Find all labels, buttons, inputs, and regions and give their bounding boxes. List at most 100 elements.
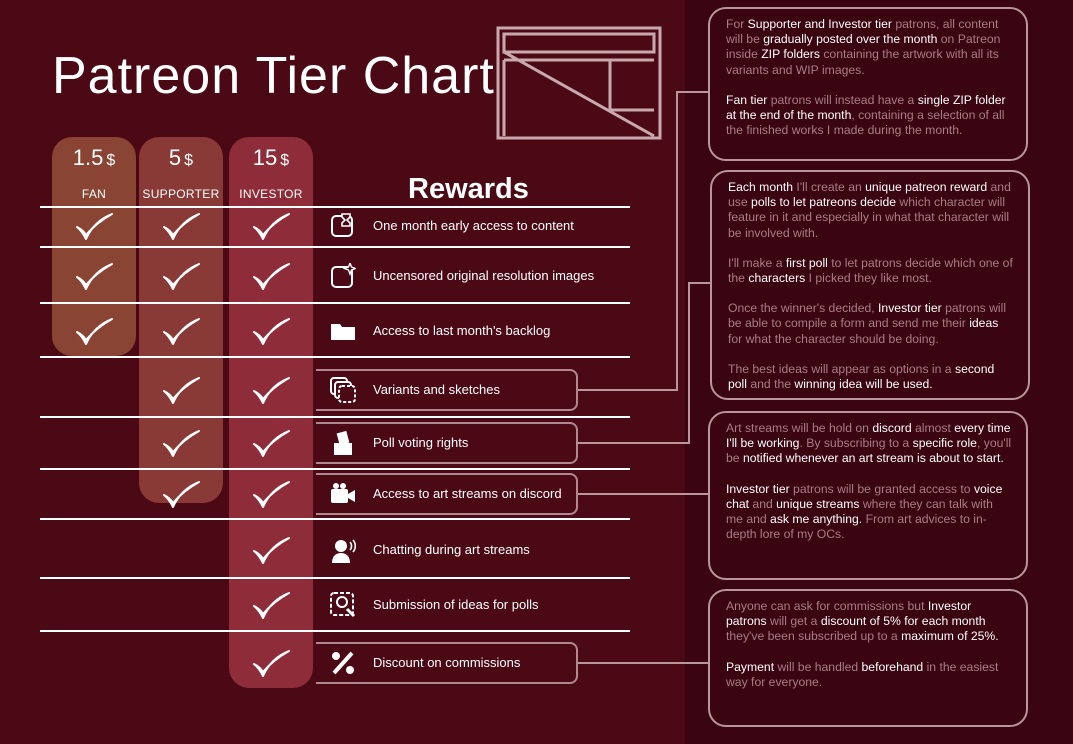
checkmark-icon (253, 318, 290, 345)
note-text: I'll make a (728, 255, 786, 270)
note-text: The best ideas will appear as options in… (728, 361, 955, 376)
highlighted-text: unique streams (776, 496, 860, 511)
note-text: , you'll be (726, 436, 1012, 466)
tier-column-investor: 15 $ INVESTOR (229, 137, 313, 688)
note-paragraph: Once the winner's decided, Investor tier… (728, 301, 1014, 347)
checkmark-icon (163, 430, 200, 457)
connector-line (676, 91, 708, 93)
reward-label: Chatting during art streams (373, 542, 530, 557)
folder-icon (331, 324, 355, 340)
reward-label: Access to art streams on discord (373, 486, 562, 501)
note-text: patrons will instead have a (767, 92, 918, 107)
highlighted-text: unique patreon reward (865, 180, 988, 194)
note-text: they've been subscribed up to a (726, 629, 902, 644)
note-text: on Patreon inside (726, 32, 1001, 62)
note-text: where they can talk with me and (726, 496, 993, 527)
checkmark-icon (163, 377, 200, 404)
highlighted-text: Investor tier (878, 301, 942, 316)
reward-label: One month early access to content (373, 218, 574, 233)
checkmark-icon (253, 430, 290, 457)
tier-price: 5 $ (168, 145, 194, 170)
row-divider (40, 302, 630, 304)
note-paragraph: Each month I'll create an unique patreon… (728, 180, 1014, 241)
page-title: Patreon Tier Chart (52, 47, 495, 105)
note-box: Art streams will be hold on discord almo… (708, 411, 1028, 580)
note-paragraph: The best ideas will appear as options in… (728, 362, 1014, 392)
hourglass-icon (331, 213, 353, 237)
note-text: and (749, 496, 777, 511)
note-text: and the (746, 377, 795, 392)
tier-price: 1.5 $ (72, 145, 116, 170)
ballot-box-icon (334, 430, 352, 455)
highlighted-text: second poll (728, 361, 995, 392)
note-text: Anyone can ask for commissions but (726, 599, 928, 613)
highlighted-text: beforehand (861, 659, 924, 674)
connector-line (688, 282, 710, 284)
connector-line (578, 662, 708, 664)
note-paragraph: Payment will be handled beforehand in th… (726, 660, 1012, 690)
note-text: will get a (766, 614, 821, 629)
checkmark-icon (253, 481, 290, 508)
checkmark-icon (76, 263, 113, 290)
reward-label: Discount on commissions (373, 655, 521, 670)
note-text: From art advices to in-depth lore of my … (726, 512, 987, 542)
idea-submission-icon (330, 592, 356, 618)
connector-line (688, 282, 690, 444)
connector-line (578, 389, 676, 391)
reward-label: Poll voting rights (373, 435, 469, 450)
logo-icon (496, 26, 662, 140)
checkmark-icon (253, 377, 290, 404)
highlighted-text: discord (872, 421, 912, 435)
highlighted-text: polls to let patreons decide (751, 195, 897, 210)
connector-line (578, 493, 708, 495)
rewards-heading: Rewards (408, 173, 529, 205)
note-text: patrons will be able to compile a form a… (728, 301, 1007, 331)
connector-line (676, 91, 678, 391)
reward-highlight-box (316, 473, 578, 515)
note-paragraph: Investor tier patrons will be granted ac… (726, 482, 1012, 543)
tier-price: 15 $ (252, 145, 290, 170)
note-paragraph: I'll make a first poll to let patrons de… (728, 256, 1014, 286)
note-box: For Supporter and Investor tier patrons,… (708, 7, 1028, 161)
stacked-images-icon (330, 377, 356, 403)
checkmark-icon (76, 318, 113, 345)
highlighted-text: ideas (969, 316, 999, 331)
note-text: Once the winner's decided, (728, 301, 879, 316)
note-text: For (726, 17, 748, 31)
note-text: almost (911, 421, 955, 435)
highlighted-text: Supporter and Investor tier (747, 17, 892, 31)
highlighted-text: notified whenever an art stream is about… (742, 451, 1004, 466)
tier-name: SUPPORTER (142, 187, 220, 201)
note-text: I picked they like most. (805, 271, 932, 286)
note-text: Art streams will be hold on (726, 421, 873, 435)
checkmark-icon (163, 213, 200, 240)
highlighted-text: characters (748, 271, 806, 286)
row-divider (40, 577, 630, 579)
note-paragraph: Fan tier patrons will instead have a sin… (726, 93, 1012, 139)
note-text: . By subscribing to a (799, 436, 913, 451)
highlighted-text: ask me anything. (770, 512, 863, 527)
highlighted-text: single ZIP folder at the end of the mont… (726, 92, 1006, 123)
checkmark-icon (253, 213, 290, 240)
highlighted-text: Payment (726, 659, 775, 674)
checkmark-icon (253, 592, 290, 619)
highlighted-text: maximum of 25%. (901, 629, 999, 644)
checkmark-icon (253, 263, 290, 290)
highlighted-text: discount of 5% for each month (820, 614, 986, 629)
reward-label: Submission of ideas for polls (373, 597, 539, 612)
row-divider (40, 518, 630, 520)
highlighted-text: Investor patrons (726, 599, 972, 629)
note-text: for what the character should be doing. (728, 331, 939, 346)
reward-highlight-box (316, 369, 578, 411)
checkmark-icon (163, 318, 200, 345)
note-box: Each month I'll create an unique patreon… (710, 170, 1030, 400)
tier-name: FAN (81, 187, 107, 201)
note-text: to let patrons decide which one of the (728, 255, 1013, 286)
highlighted-text: voice chat (726, 481, 1003, 511)
note-paragraph: Art streams will be hold on discord almo… (726, 421, 1012, 467)
note-text: I'll create an (793, 180, 866, 194)
row-divider (40, 206, 630, 208)
voice-chat-icon (332, 539, 356, 563)
note-text: in the easiest way for everyone. (726, 659, 999, 689)
highlighted-text: every time I'll be working (726, 421, 1011, 451)
